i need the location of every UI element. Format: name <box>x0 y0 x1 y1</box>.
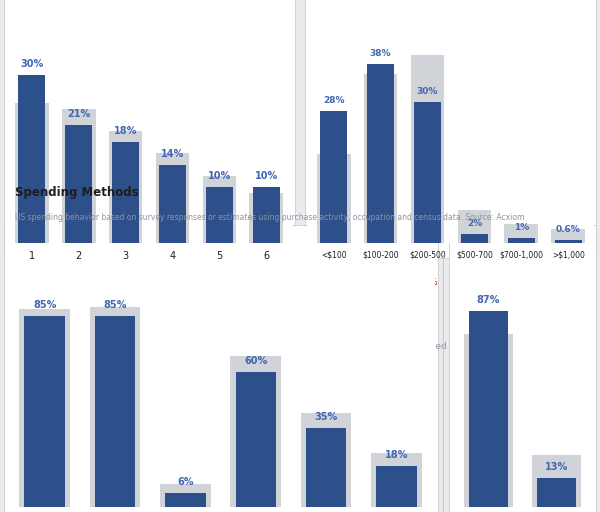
Text: -8%: -8% <box>70 278 88 287</box>
Bar <box>458 210 491 243</box>
Bar <box>15 103 49 243</box>
Bar <box>306 428 346 507</box>
Bar <box>90 307 140 507</box>
Bar <box>414 102 441 243</box>
Bar <box>461 233 488 243</box>
Text: +49%: +49% <box>321 278 346 287</box>
Text: -44%: -44% <box>511 278 532 287</box>
Bar <box>364 74 397 243</box>
Bar <box>537 478 576 507</box>
Text: 10%: 10% <box>255 171 278 181</box>
Bar <box>236 372 276 507</box>
Bar <box>159 164 186 243</box>
Bar <box>18 75 46 243</box>
Text: Spending Methods: Spending Methods <box>14 186 138 199</box>
Bar <box>230 356 281 507</box>
Bar <box>25 316 65 507</box>
Bar <box>160 484 211 507</box>
Text: US spending behavior based on survey responses or estimates using purchase activ: US spending behavior based on survey res… <box>14 213 524 222</box>
Bar <box>65 125 92 243</box>
Text: 2%: 2% <box>467 219 482 228</box>
Text: 30%: 30% <box>417 87 438 96</box>
Bar <box>62 109 95 243</box>
Text: 1%: 1% <box>514 223 529 232</box>
Text: 21%: 21% <box>67 110 91 119</box>
Text: -54%: -54% <box>557 278 579 287</box>
Text: +7%: +7% <box>256 278 277 287</box>
Text: ◔  16% of audience matched: ◔ 16% of audience matched <box>314 342 446 351</box>
Bar <box>112 142 139 243</box>
Text: 0.6%: 0.6% <box>556 225 581 234</box>
Text: -3%: -3% <box>211 278 228 287</box>
Text: 18%: 18% <box>385 450 408 460</box>
Text: 13%: 13% <box>545 461 568 472</box>
Text: 6%: 6% <box>177 477 194 487</box>
Text: 60%: 60% <box>244 356 268 366</box>
Bar <box>317 154 350 243</box>
Text: ◔  33% of audience matched: ◔ 33% of audience matched <box>12 342 145 351</box>
Text: -7%: -7% <box>117 278 134 287</box>
Bar <box>551 229 585 243</box>
Text: -22%: -22% <box>417 278 438 287</box>
Bar <box>532 455 581 507</box>
Bar <box>371 453 422 507</box>
Text: +5%: +5% <box>371 278 391 287</box>
Text: 28%: 28% <box>323 96 344 105</box>
Text: 14%: 14% <box>161 148 184 159</box>
Text: 35%: 35% <box>314 412 338 422</box>
Bar <box>410 55 445 243</box>
Bar <box>469 311 508 507</box>
Bar <box>253 187 280 243</box>
Bar <box>464 334 513 507</box>
Bar <box>554 240 582 243</box>
Text: -36%: -36% <box>464 278 485 287</box>
Bar <box>19 309 70 507</box>
Bar <box>301 413 352 507</box>
Bar <box>206 187 233 243</box>
Bar <box>155 153 190 243</box>
Text: 85%: 85% <box>33 300 56 310</box>
Bar <box>320 111 347 243</box>
Bar <box>165 494 206 507</box>
Text: +18%: +18% <box>18 278 46 287</box>
Bar <box>376 466 417 507</box>
Text: 30%: 30% <box>20 59 43 69</box>
Text: 10%: 10% <box>208 171 231 181</box>
Bar <box>367 64 394 243</box>
Bar <box>508 238 535 243</box>
Text: 18%: 18% <box>114 126 137 136</box>
Bar <box>109 131 142 243</box>
Bar <box>505 224 538 243</box>
Bar <box>95 316 136 507</box>
Text: 38%: 38% <box>370 49 391 58</box>
Text: -7%: -7% <box>164 278 181 287</box>
Text: 85%: 85% <box>103 300 127 310</box>
Text: 87%: 87% <box>477 295 500 305</box>
Bar <box>250 193 283 243</box>
Bar <box>203 176 236 243</box>
